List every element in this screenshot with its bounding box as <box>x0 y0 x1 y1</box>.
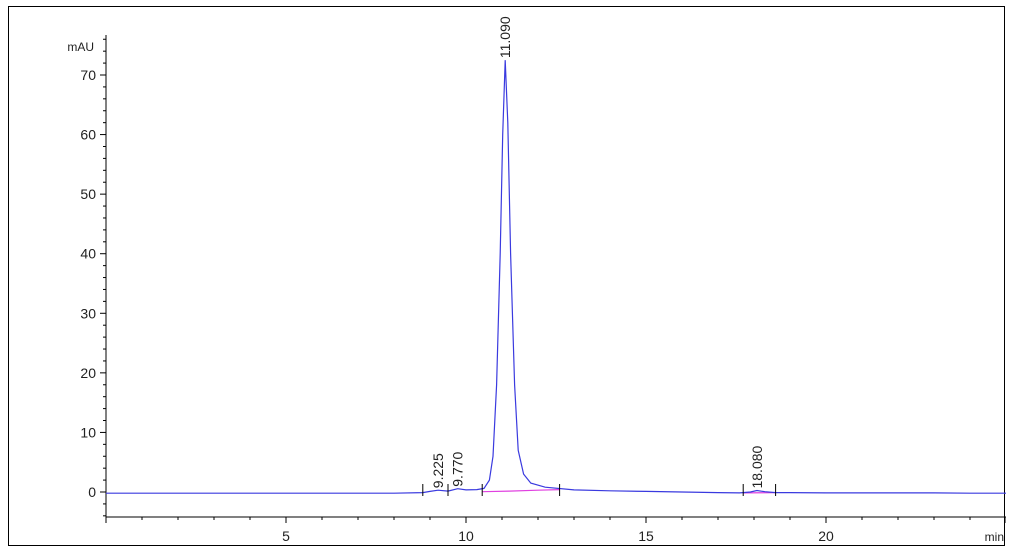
y-tick-label: 40 <box>80 246 96 262</box>
y-axis-unit-label: mAU <box>67 40 94 54</box>
y-tick-label: 30 <box>80 305 96 321</box>
integration-baseline <box>482 489 560 493</box>
peak-labels: 9.225 9.770 11.090 18.080 <box>430 16 765 488</box>
x-tick-label: 10 <box>458 528 474 544</box>
x-axis: 5 10 15 20 <box>105 517 1006 544</box>
peak-retention-label: 9.770 <box>450 451 466 486</box>
x-axis-unit-label: min <box>985 530 1004 544</box>
peak-retention-label: 18.080 <box>749 445 765 488</box>
peak-retention-label: 11.090 <box>497 16 513 58</box>
plot-axes <box>105 35 1006 518</box>
chromatogram-series-line <box>106 60 1006 494</box>
peak-retention-label: 9.225 <box>430 453 446 488</box>
y-tick-label: 60 <box>80 127 96 143</box>
y-tick-label: 10 <box>80 424 96 440</box>
x-tick-label: 5 <box>282 528 290 544</box>
y-tick-label: 50 <box>80 186 96 202</box>
y-tick-label: 0 <box>88 484 96 500</box>
chromatogram-trace <box>106 60 1006 494</box>
chromatogram-chart: 0 10 20 30 40 50 60 70 5 10 15 20 mAU min 9.225 9.7… <box>67 16 1006 544</box>
x-tick-label: 20 <box>818 528 834 544</box>
chromatogram-frame: 0 10 20 30 40 50 60 70 5 10 15 20 mAU min 9.225 9.7… <box>8 6 1006 546</box>
integration-tick-marks <box>422 484 777 496</box>
y-tick-label: 70 <box>80 67 96 83</box>
y-axis: 0 10 20 30 40 50 60 70 <box>80 38 106 517</box>
x-tick-label: 15 <box>638 528 654 544</box>
y-tick-label: 20 <box>80 365 96 381</box>
